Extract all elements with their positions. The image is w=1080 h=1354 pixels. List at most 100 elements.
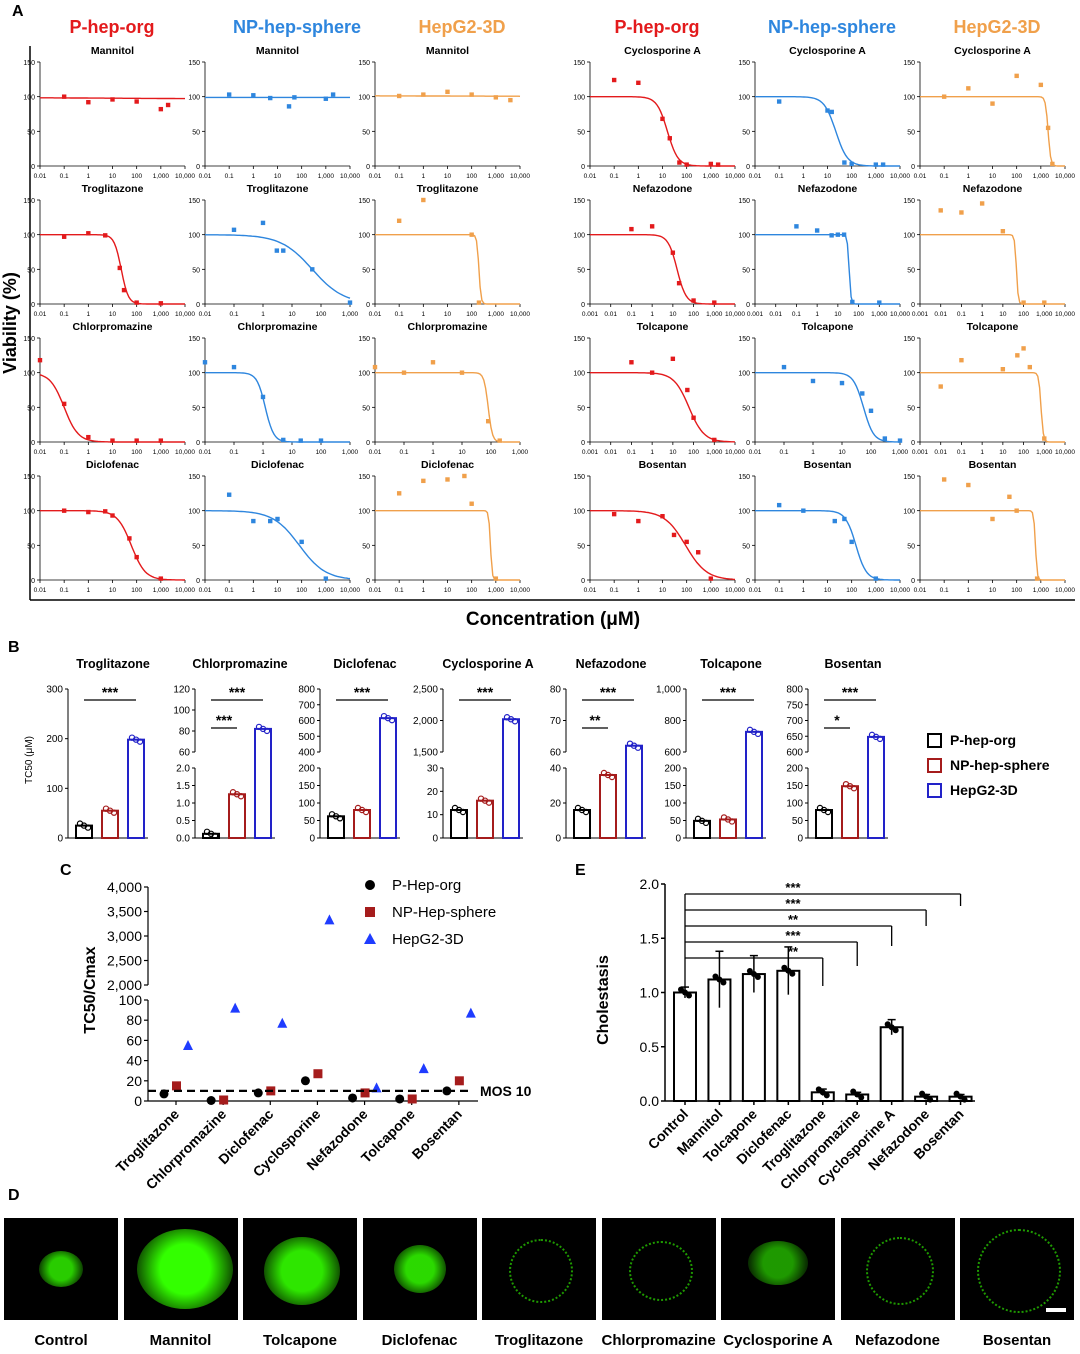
y-tick-label: 100 <box>786 799 803 810</box>
data-point <box>158 301 164 306</box>
x-tick-label: 0.1 <box>940 173 949 180</box>
fit-curve <box>590 372 736 443</box>
replicate-dot <box>211 832 219 840</box>
subplot-title: Nefazodone <box>963 183 1023 195</box>
x-tick-label: 10 <box>274 587 282 594</box>
y-tick-label: 150 <box>23 198 35 205</box>
sig-stars: *** <box>102 684 119 700</box>
x-tick-label: 0.1 <box>60 173 69 180</box>
subplot-title: Mannitol <box>256 45 299 57</box>
x-tick-label: 10,000 <box>725 173 745 180</box>
subplot-title: Nefazodone <box>633 183 693 195</box>
data-point <box>274 248 280 253</box>
x-tick-label: 1 <box>650 311 654 318</box>
x-tick-label: 10,000 <box>510 311 530 318</box>
y-tick-label: 100 <box>188 371 200 378</box>
panel-b-title: Cyclosporine A <box>442 657 533 671</box>
y-tick-label: 2.0 <box>176 764 190 775</box>
x-tick-label: 100 <box>1018 449 1029 456</box>
data-point-square <box>219 1095 229 1105</box>
replicate-dot <box>892 1027 899 1034</box>
y-tick-label: 750 <box>786 700 803 711</box>
data-point <box>990 101 995 106</box>
data-point <box>712 300 717 305</box>
y-tick-label: 100 <box>298 799 315 810</box>
data-point <box>134 300 139 305</box>
data-point <box>1034 576 1040 581</box>
x-tick-label: 1 <box>980 449 984 456</box>
x-tick-label: 1,000 <box>868 587 885 594</box>
y-tick-label: 0 <box>555 834 561 845</box>
data-point <box>649 224 655 229</box>
data-point <box>695 550 701 555</box>
legend-swatch <box>927 733 942 748</box>
y-tick-label: 100 <box>738 95 750 102</box>
data-point <box>275 516 280 522</box>
x-tick-label: 0.1 <box>229 449 238 456</box>
data-point <box>810 378 816 384</box>
subplot-nefazodone-hepg2-3d: Nefazodone 0 50 100 150 0.001 0.01 0.1 1 10 100 1,0… <box>903 183 1075 318</box>
group-title: P-hep-org <box>70 17 155 37</box>
data-point <box>476 300 482 305</box>
fluorescent-spheroid <box>509 1239 573 1303</box>
data-point <box>708 161 714 167</box>
y-tick-label: 400 <box>298 748 315 759</box>
replicate-dot <box>608 773 616 781</box>
panel-b-title: Tolcapone <box>700 657 762 671</box>
data-point <box>1000 367 1006 372</box>
data-point <box>829 233 834 238</box>
subplot-title: Bosentan <box>639 459 687 471</box>
subplot-troglitazone-np-hep-sphere: Troglitazone 0 50 100 150 0.01 0.1 1 10 100 1,000 <box>188 183 358 318</box>
data-point <box>667 136 672 141</box>
data-point <box>485 419 491 424</box>
x-tick-label: 0.01 <box>34 449 47 456</box>
replicate-dot <box>459 808 467 816</box>
fit-curve <box>920 510 1065 581</box>
x-tick-label: 10,000 <box>890 587 910 594</box>
y-tick-label: 50 <box>362 129 370 136</box>
subplot-title: Troglitazone <box>417 183 479 195</box>
panel-label-e: E <box>575 862 586 879</box>
panel-b-title: Nefazodone <box>576 657 647 671</box>
panel-label-a: A <box>12 3 24 20</box>
data-point <box>882 436 888 441</box>
y-tick-label: 0 <box>134 1093 142 1109</box>
replicate-dot <box>702 819 710 827</box>
y-tick-label: 0 <box>196 164 200 171</box>
sig-stars: *** <box>785 928 801 943</box>
subplot-title: Cyclosporine A <box>624 45 701 57</box>
y-tick-label: 100 <box>23 371 35 378</box>
data-point <box>829 109 834 115</box>
x-tick-label: 1,000 <box>153 587 170 594</box>
y-tick-label: 150 <box>738 60 750 67</box>
y-tick-label: 50 <box>27 267 35 274</box>
y-tick-label: 150 <box>573 336 585 343</box>
y-tick-label: 50 <box>792 816 804 827</box>
data-point <box>158 576 164 581</box>
replicate-dot <box>927 1096 934 1103</box>
subplot-tolcapone-p-hep-org: Tolcapone 0 50 100 150 0.001 0.01 0.1 1 10 100 1,00… <box>573 321 745 456</box>
replicate-dot <box>850 785 858 792</box>
y-tick-label: 50 <box>742 267 750 274</box>
y-tick-label: 60 <box>550 748 562 759</box>
data-point <box>292 95 297 100</box>
x-tick-label: 0.1 <box>225 173 234 180</box>
data-point <box>825 108 830 113</box>
panel-b-title: Diclofenac <box>333 657 396 671</box>
legend-label: HepG2-3D <box>392 931 464 948</box>
legend-swatch <box>927 783 942 798</box>
micrograph-cyclosporine-a <box>721 1218 835 1320</box>
sig-stars: *** <box>600 684 617 700</box>
x-tick-label: 0.01 <box>369 173 382 180</box>
data-point <box>660 116 665 122</box>
x-tick-label: 1,000 <box>318 173 335 180</box>
fluorescent-spheroid <box>136 1229 233 1309</box>
x-tick-label: 1 <box>980 311 984 318</box>
legend-label: HepG2-3D <box>950 782 1018 798</box>
y-tick-label: 150 <box>23 474 35 481</box>
x-tick-label: 0.1 <box>395 173 404 180</box>
y-tick-label: 200 <box>664 764 681 775</box>
y-tick-label: 650 <box>786 732 803 743</box>
replicate-dot <box>876 735 884 743</box>
subplot-bosentan-np-hep-sphere: Bosentan 0 50 100 150 0.01 0.1 1 10 100 1,000 10,00… <box>738 459 910 594</box>
